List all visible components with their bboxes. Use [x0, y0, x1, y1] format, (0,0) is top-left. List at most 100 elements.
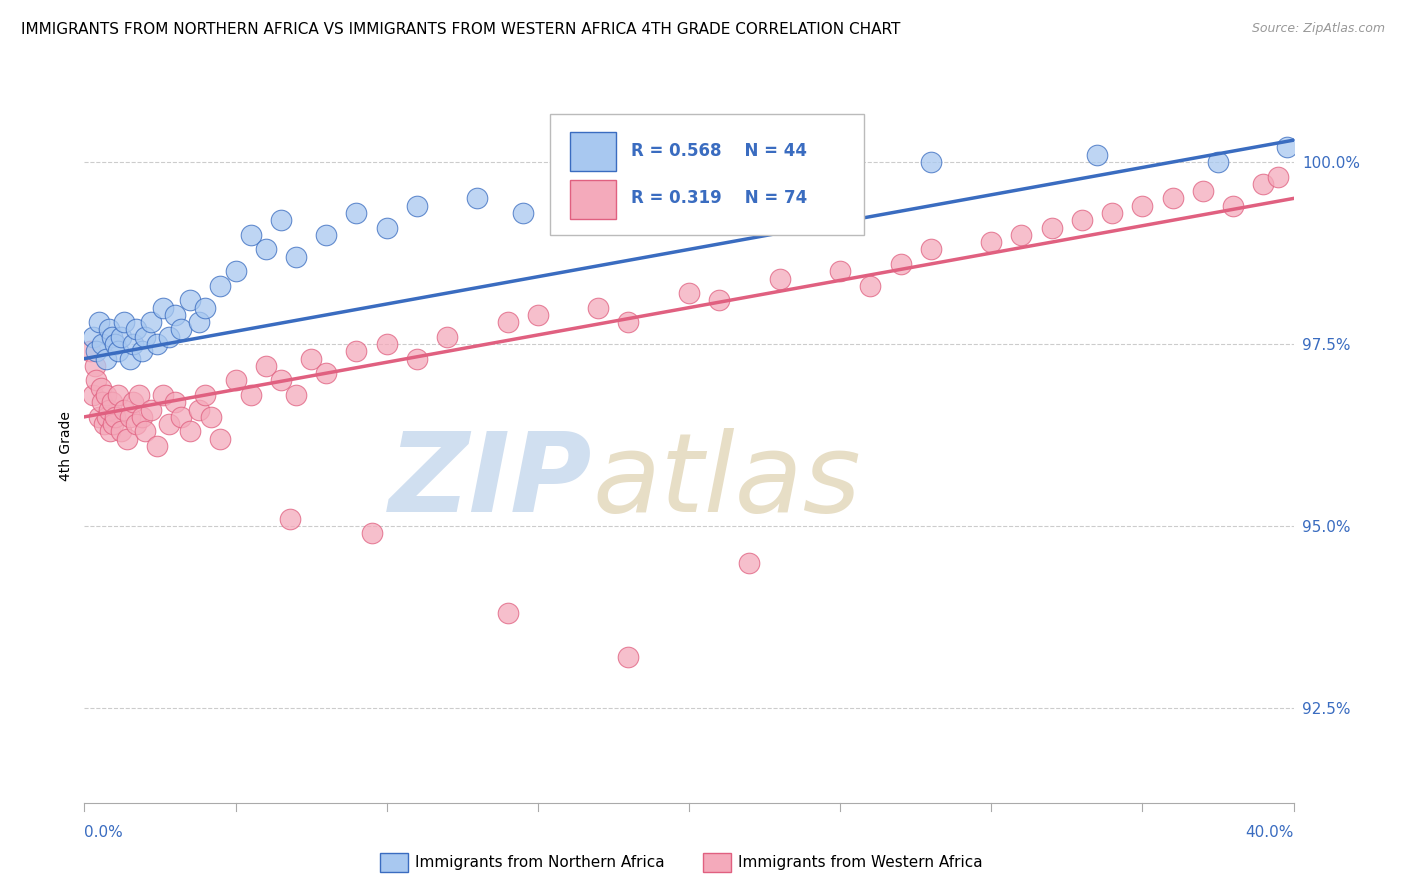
Point — [284, 250, 308, 264]
Point — [82, 330, 104, 344]
Point — [188, 402, 211, 417]
Point — [225, 374, 247, 388]
Point — [709, 293, 731, 308]
Point — [254, 359, 277, 373]
Point — [209, 278, 232, 293]
Point — [346, 206, 368, 220]
Point — [209, 432, 232, 446]
Point — [134, 330, 156, 344]
Point — [299, 351, 322, 366]
Point — [270, 374, 292, 388]
Point — [157, 417, 180, 432]
Point — [91, 337, 114, 351]
Point — [131, 409, 153, 424]
Text: Source: ZipAtlas.com: Source: ZipAtlas.com — [1251, 22, 1385, 36]
Point — [239, 227, 262, 242]
Point — [104, 337, 127, 351]
Point — [97, 322, 120, 336]
FancyBboxPatch shape — [550, 114, 865, 235]
Point — [100, 330, 122, 344]
Point — [146, 337, 169, 351]
Point — [170, 409, 193, 424]
Point — [94, 351, 117, 366]
Point — [830, 264, 852, 278]
Point — [375, 220, 398, 235]
Point — [121, 395, 143, 409]
Point — [115, 432, 138, 446]
Point — [1010, 227, 1032, 242]
Point — [527, 308, 550, 322]
Point — [1071, 213, 1094, 227]
Point — [165, 308, 187, 322]
Point — [79, 344, 101, 359]
Point — [125, 417, 148, 432]
Point — [1267, 169, 1289, 184]
Point — [769, 271, 792, 285]
Point — [89, 409, 111, 424]
Point — [315, 366, 337, 380]
Point — [617, 315, 640, 329]
Point — [278, 512, 301, 526]
Point — [406, 199, 429, 213]
Point — [496, 315, 519, 329]
Point — [738, 169, 761, 184]
Text: IMMIGRANTS FROM NORTHERN AFRICA VS IMMIGRANTS FROM WESTERN AFRICA 4TH GRADE CORR: IMMIGRANTS FROM NORTHERN AFRICA VS IMMIG… — [21, 22, 900, 37]
Point — [496, 607, 519, 621]
Point — [270, 213, 292, 227]
Point — [859, 278, 882, 293]
Point — [100, 395, 122, 409]
Point — [152, 388, 174, 402]
Point — [920, 243, 942, 257]
Point — [1161, 191, 1184, 205]
Point — [90, 381, 112, 395]
Point — [647, 191, 671, 205]
Text: atlas: atlas — [592, 428, 860, 535]
Point — [110, 425, 132, 439]
Point — [86, 374, 108, 388]
Text: R = 0.568    N = 44: R = 0.568 N = 44 — [631, 143, 807, 161]
Text: ZIP: ZIP — [388, 428, 592, 535]
Point — [179, 425, 201, 439]
Point — [239, 388, 262, 402]
Point — [94, 388, 117, 402]
Point — [89, 315, 111, 329]
Point — [188, 315, 211, 329]
Point — [512, 206, 534, 220]
Point — [104, 409, 127, 424]
Point — [467, 191, 489, 205]
Point — [134, 425, 156, 439]
Point — [91, 395, 114, 409]
Point — [617, 650, 640, 665]
Point — [139, 315, 162, 329]
Point — [194, 388, 217, 402]
Point — [1222, 199, 1244, 213]
Point — [200, 409, 222, 424]
Point — [118, 351, 141, 366]
Text: 0.0%: 0.0% — [84, 825, 124, 840]
Point — [93, 417, 115, 432]
Point — [1130, 199, 1153, 213]
Point — [1251, 177, 1274, 191]
Point — [152, 301, 174, 315]
Point — [110, 330, 132, 344]
Point — [131, 344, 153, 359]
Point — [107, 344, 129, 359]
Point — [557, 184, 579, 198]
Point — [146, 439, 169, 453]
Point — [125, 322, 148, 336]
Point — [920, 155, 942, 169]
Point — [315, 227, 337, 242]
Point — [96, 409, 118, 424]
Point — [157, 330, 180, 344]
Point — [97, 402, 120, 417]
Point — [1085, 147, 1108, 161]
Point — [678, 286, 700, 301]
Text: R = 0.319    N = 74: R = 0.319 N = 74 — [631, 189, 807, 207]
Point — [128, 388, 150, 402]
Point — [406, 351, 429, 366]
Point — [254, 243, 277, 257]
Point — [360, 526, 382, 541]
Point — [1101, 206, 1123, 220]
Point — [165, 395, 187, 409]
Point — [980, 235, 1002, 249]
